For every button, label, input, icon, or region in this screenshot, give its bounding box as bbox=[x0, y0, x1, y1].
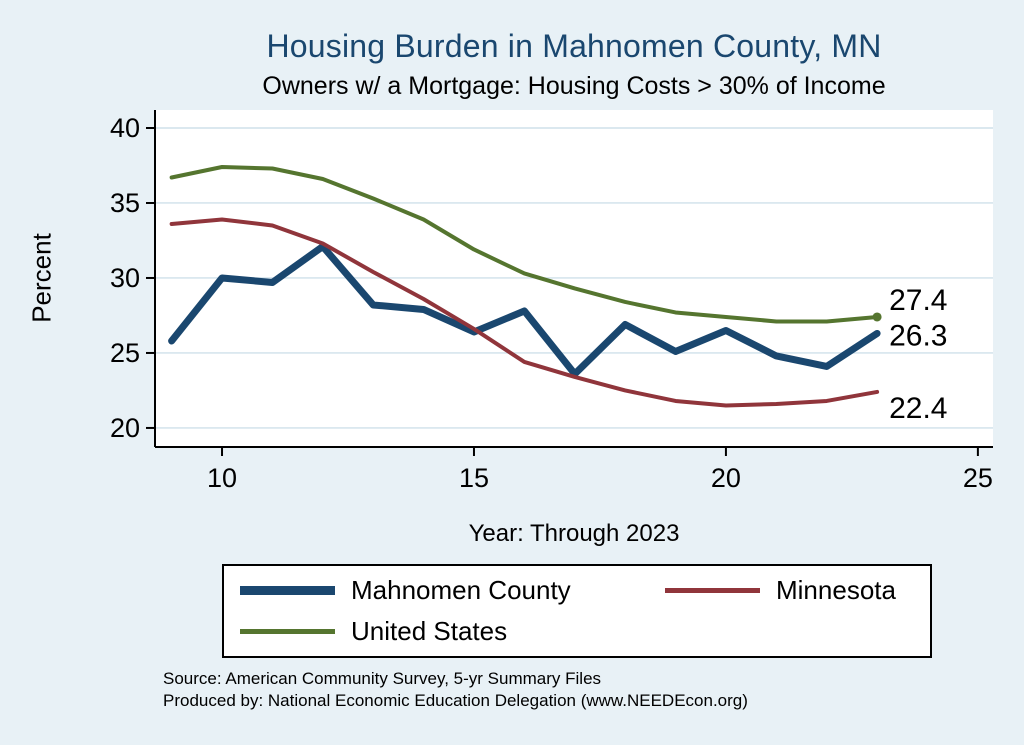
chart-title: Housing Burden in Mahnomen County, MN bbox=[266, 28, 882, 64]
series-line-mahnomen-county bbox=[168, 242, 881, 378]
x-tick-label: 25 bbox=[963, 463, 993, 493]
source-note: Source: American Community Survey, 5-yr … bbox=[163, 669, 602, 688]
end-marker-united-states bbox=[872, 312, 882, 322]
legend-label-mahnomen-county: Mahnomen County bbox=[351, 575, 571, 605]
y-tick-label: 40 bbox=[110, 113, 140, 143]
chart-subtitle: Owners w/ a Mortgage: Housing Costs > 30… bbox=[262, 72, 886, 100]
legend-swatch-minnesota bbox=[665, 588, 760, 593]
produced-by-note: Produced by: National Economic Education… bbox=[163, 691, 748, 710]
y-tick-label: 20 bbox=[110, 413, 140, 443]
series-line-minnesota bbox=[169, 217, 880, 408]
end-label-minnesota: 22.4 bbox=[889, 392, 947, 425]
footer-notes: Source: American Community Survey, 5-yr … bbox=[163, 668, 748, 712]
legend-item-united-states: United States bbox=[240, 616, 665, 647]
x-tick-label: 15 bbox=[459, 463, 489, 493]
y-tick-label: 35 bbox=[110, 188, 140, 218]
y-tick-label: 25 bbox=[110, 338, 140, 368]
legend-item-minnesota: Minnesota bbox=[665, 575, 930, 606]
legend-label-minnesota: Minnesota bbox=[776, 575, 896, 605]
legend-label-united-states: United States bbox=[351, 616, 508, 646]
x-tick-label: 10 bbox=[207, 463, 237, 493]
x-tick-label: 20 bbox=[711, 463, 741, 493]
x-axis-label: Year: Through 2023 bbox=[468, 520, 680, 547]
legend: Mahnomen County Minnesota United States bbox=[222, 564, 932, 658]
y-tick-label: 30 bbox=[110, 263, 140, 293]
series-line-united-states bbox=[169, 164, 880, 324]
end-label-united-states: 27.4 bbox=[889, 284, 947, 317]
legend-swatch-mahnomen-county bbox=[240, 586, 335, 595]
legend-item-mahnomen-county: Mahnomen County bbox=[240, 575, 665, 606]
legend-swatch-united-states bbox=[240, 629, 335, 634]
end-label-mahnomen-county: 26.3 bbox=[889, 319, 947, 352]
